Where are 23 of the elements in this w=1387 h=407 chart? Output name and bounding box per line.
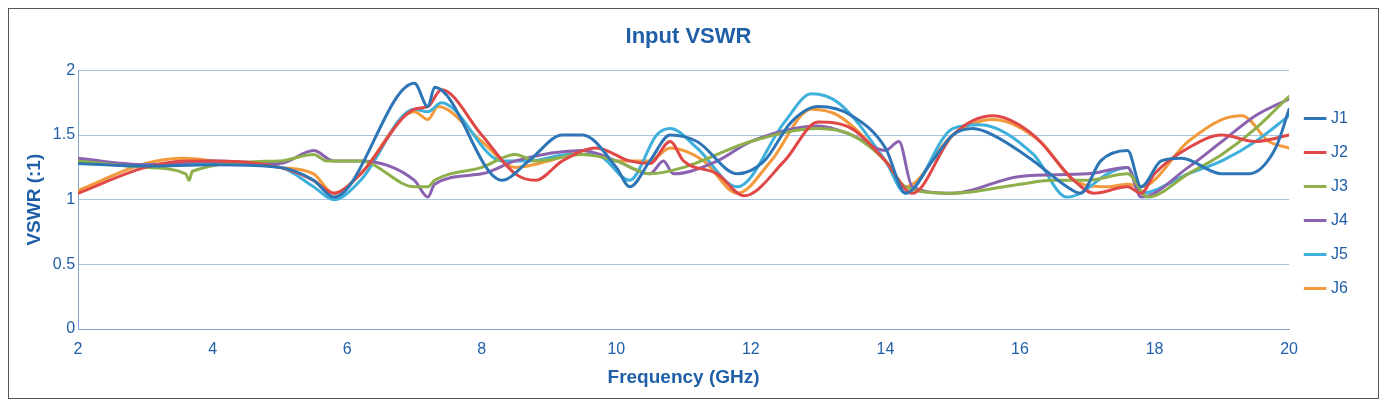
x-tick-label: 12 <box>741 340 760 358</box>
legend-label: J5 <box>1331 244 1349 262</box>
y-tick-label: 2 <box>66 60 76 78</box>
y-tick-label: 0.5 <box>52 254 76 272</box>
y-tick-label: 0 <box>66 319 76 337</box>
y-axis-title: VSWR (:1) <box>22 153 44 246</box>
legend-label: J2 <box>1331 142 1349 160</box>
x-axis-title: Frequency (GHz) <box>607 365 760 387</box>
x-tick-label: 4 <box>208 340 218 358</box>
x-tick-label: 18 <box>1145 340 1164 358</box>
legend-label: J3 <box>1331 176 1349 194</box>
chart-title: Input VSWR <box>625 23 752 49</box>
legend-label: J4 <box>1331 210 1349 228</box>
x-tick-label: 20 <box>1280 340 1299 358</box>
x-tick-label: 10 <box>607 340 626 358</box>
y-tick-label: 1.5 <box>52 125 76 143</box>
x-tick-label: 14 <box>876 340 895 358</box>
x-tick-label: 6 <box>342 340 352 358</box>
x-tick-label: 16 <box>1011 340 1029 358</box>
y-tick-label: 1 <box>66 190 76 208</box>
x-tick-label: 8 <box>477 340 487 358</box>
legend-label: J6 <box>1331 278 1349 296</box>
legend-label: J1 <box>1331 108 1349 126</box>
